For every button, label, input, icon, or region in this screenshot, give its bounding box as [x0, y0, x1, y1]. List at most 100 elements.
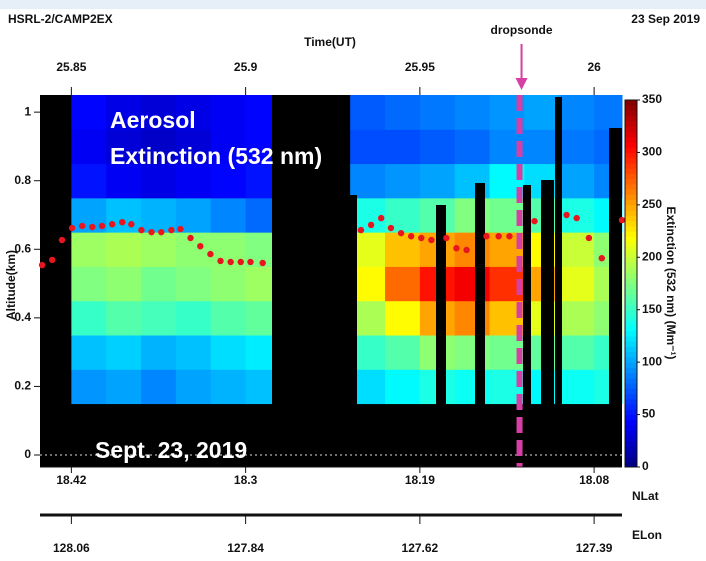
altitude-point — [98, 222, 106, 230]
altitude-point — [495, 233, 502, 240]
overlay: Aerosol Extinction (532 nm) Sept. 23, 2019 — [38, 44, 626, 467]
altitude-point — [563, 211, 570, 219]
heat-cell — [175, 335, 212, 370]
colorbar-tick-label: 100 — [642, 354, 662, 368]
heat-cell — [524, 129, 560, 165]
heat-cell — [419, 163, 456, 199]
dropsonde-arrowhead — [515, 78, 528, 90]
colorbar-segment — [625, 314, 637, 321]
colorbar-segment — [625, 126, 637, 132]
y-tick-label: 0.4 — [14, 310, 31, 324]
colorbar-tick-label: 350 — [642, 92, 662, 106]
altitude-point — [38, 261, 46, 269]
colorbar-segment — [625, 293, 637, 300]
no-data-bars — [272, 95, 622, 405]
altitude-point — [148, 228, 155, 236]
altitude-point — [247, 258, 254, 266]
altitude-point — [197, 243, 204, 250]
altitude-point — [177, 225, 184, 233]
colorbar-segment — [625, 283, 637, 290]
colorbar-segment — [625, 131, 637, 138]
heat-cell — [524, 95, 560, 130]
altitude-point — [48, 256, 56, 264]
heat-cell — [175, 266, 212, 302]
colorbar-segment — [625, 273, 637, 279]
altitude-point — [407, 233, 415, 240]
colorbar-segment — [625, 325, 637, 332]
colorbar-segment — [625, 299, 637, 305]
y-tick-label: 1 — [24, 104, 31, 118]
altitude-point — [387, 224, 395, 232]
heat-cell — [71, 232, 107, 267]
heat-cell — [559, 266, 595, 302]
altitude-point — [463, 246, 470, 254]
altitude-point — [168, 226, 175, 234]
dropsonde-label: dropsonde — [491, 23, 553, 37]
colorbar-segment — [625, 157, 637, 164]
colorbar-segment — [625, 189, 637, 195]
colorbar-segment — [625, 430, 637, 437]
heat-cell — [106, 335, 142, 370]
colorbar-segment — [625, 100, 637, 106]
nlat-label: NLat — [632, 489, 659, 503]
heat-cell — [210, 266, 247, 302]
heat-cell — [175, 300, 212, 336]
colorbar-segment — [625, 304, 637, 311]
heat-cell — [106, 232, 142, 267]
x-tick-label: 25.95 — [405, 60, 435, 74]
heat-cell — [141, 163, 177, 199]
colorbar-segment — [625, 241, 637, 248]
altitude-point — [89, 223, 96, 231]
colorbar-segment — [625, 220, 637, 227]
altitude-point — [158, 228, 165, 236]
altitude-point — [367, 221, 375, 229]
heat-cell — [141, 197, 177, 233]
heat-cell — [175, 163, 212, 199]
nlat-tick-label: 18.3 — [234, 473, 258, 487]
heat-cell — [106, 197, 142, 233]
heat-cell — [210, 369, 247, 405]
colorbar-segment — [625, 372, 637, 379]
altitude-point — [187, 234, 194, 242]
heat-cell — [419, 95, 456, 130]
colorbar-segment — [625, 367, 637, 374]
heat-cell — [350, 95, 386, 130]
colorbar-segment — [625, 136, 637, 143]
annotation: Extinction (532 nm) — [110, 143, 322, 169]
heat-cell — [454, 95, 491, 130]
heat-cell — [385, 369, 421, 405]
altitude-point — [453, 245, 460, 252]
altitude-point — [108, 221, 116, 228]
heat-cell — [141, 129, 177, 165]
altitude-point — [418, 234, 425, 242]
heat-cell — [141, 300, 177, 336]
heat-cell — [141, 95, 177, 130]
heat-cell — [385, 95, 421, 130]
heat-cell — [106, 369, 142, 405]
colorbar-segment — [625, 173, 637, 180]
heat-cell — [385, 300, 421, 336]
y-tick-label: 0 — [24, 447, 31, 461]
altitude-point — [119, 219, 126, 226]
elon-label: ELon — [632, 528, 662, 542]
elon-tick-label: 128.06 — [53, 541, 90, 555]
colorbar-segment — [625, 236, 637, 243]
altitude-point — [237, 258, 244, 266]
colorbar-tick-label: 0 — [642, 459, 649, 473]
colorbar-segment — [625, 115, 637, 122]
altitude-point — [531, 217, 538, 225]
heat-cell — [594, 95, 623, 130]
colorbar-segment — [625, 141, 637, 148]
colorbar-segment — [625, 147, 637, 153]
heat-cell — [559, 300, 595, 336]
heat-cell — [71, 369, 107, 405]
heat-cell — [210, 335, 247, 370]
altitude-point — [78, 222, 86, 230]
colorbar-segment — [625, 341, 637, 347]
x-tick-label: 26 — [587, 60, 601, 74]
colorbar-segment — [625, 425, 637, 431]
elon-tick-label: 127.62 — [402, 541, 439, 555]
colorbar-segment — [625, 362, 637, 368]
altitude-point — [585, 234, 593, 242]
colorbar-segment — [625, 446, 637, 452]
